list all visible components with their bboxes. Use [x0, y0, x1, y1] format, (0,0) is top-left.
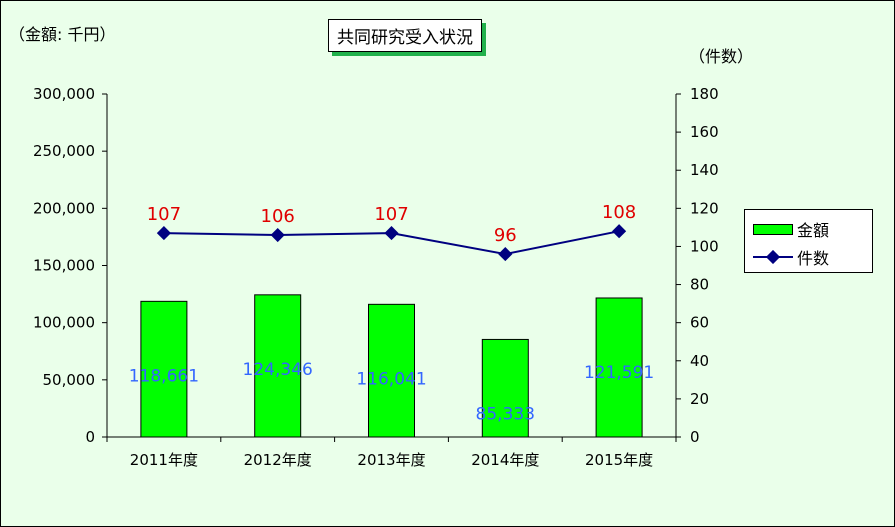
x-tick-label: 2011年度 [130, 451, 198, 469]
left-axis-unit: （金額: 千円） [9, 25, 116, 44]
bar-data-label: 85,333 [476, 404, 535, 424]
legend-label-count: 件数 [797, 249, 830, 268]
count-point [156, 226, 171, 241]
count-data-label: 107 [147, 204, 181, 225]
count-point [612, 224, 627, 239]
count-data-label: 106 [261, 206, 295, 227]
bar [368, 303, 415, 438]
bar-data-label: 121,591 [584, 363, 654, 383]
right-tick-label: 80 [690, 276, 709, 294]
legend-item-amount: 金額 [753, 218, 829, 240]
left-tick-label: 150,000 [33, 257, 95, 275]
right-tick-label: 100 [690, 237, 719, 255]
count-data-label: 107 [374, 204, 408, 225]
bar-data-label: 124,346 [243, 360, 313, 380]
bar [254, 294, 302, 438]
x-tick-label: 2012年度 [244, 451, 312, 469]
right-tick-label: 0 [690, 428, 700, 446]
count-point [270, 227, 285, 243]
right-tick-label: 60 [690, 314, 709, 332]
left-tick-label: 250,000 [33, 142, 95, 160]
legend-line-swatch [753, 250, 793, 264]
right-tick-label: 120 [690, 199, 719, 217]
legend-item-count: 件数 [753, 246, 829, 268]
right-tick-label: 180 [690, 85, 719, 103]
right-axis-unit: （件数） [689, 47, 754, 66]
bar-data-label: 116,041 [356, 369, 426, 389]
left-tick-label: 50,000 [43, 371, 96, 389]
x-tick-label: 2015年度 [585, 451, 653, 469]
count-point [498, 246, 513, 262]
right-tick-label: 20 [690, 390, 709, 408]
legend-bar-swatch [753, 223, 793, 235]
left-tick-label: 200,000 [33, 199, 95, 217]
right-tick-label: 40 [690, 352, 709, 370]
bar [595, 297, 643, 438]
x-tick-label: 2014年度 [471, 451, 539, 469]
left-tick-label: 0 [85, 428, 95, 446]
bar-data-label: 118,661 [129, 366, 199, 386]
x-tick-label: 2013年度 [357, 451, 425, 469]
right-tick-label: 140 [690, 161, 719, 179]
count-data-label: 96 [494, 225, 517, 246]
legend: 金額 件数 [744, 209, 873, 273]
count-data-label: 108 [602, 202, 636, 223]
bar [140, 300, 188, 438]
bar [481, 338, 529, 438]
chart-title: 共同研究受入状況 [328, 19, 482, 52]
left-tick-label: 300,000 [33, 85, 95, 103]
left-tick-label: 100,000 [33, 314, 95, 332]
legend-label-amount: 金額 [797, 221, 830, 240]
count-point [384, 226, 399, 241]
right-tick-label: 160 [690, 123, 719, 141]
